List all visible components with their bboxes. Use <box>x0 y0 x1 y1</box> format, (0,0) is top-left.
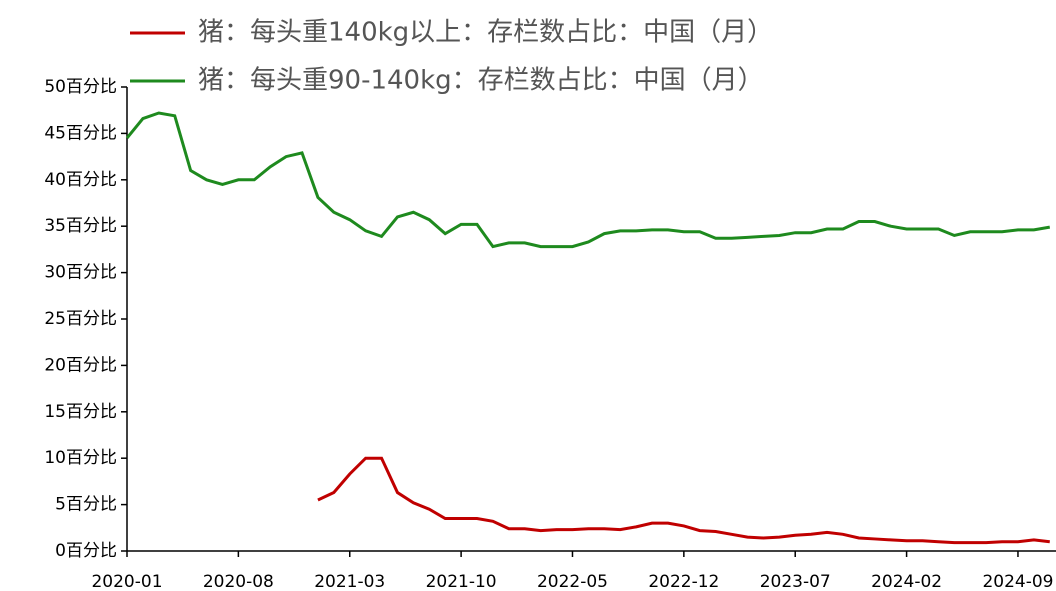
y-tick-label: 15百分比 <box>44 402 117 422</box>
y-tick-label: 0百分比 <box>55 541 117 561</box>
x-tick-label: 2024-09 <box>982 572 1053 591</box>
x-tick-label: 2021-10 <box>426 572 497 591</box>
series-line <box>125 111 1051 249</box>
x-tick-label: 2021-03 <box>314 572 385 591</box>
y-tick-label: 5百分比 <box>55 495 117 515</box>
y-tick-label: 25百分比 <box>44 309 117 329</box>
y-tick-label: 35百分比 <box>44 216 117 236</box>
x-tick-label: 2020-01 <box>91 572 162 591</box>
x-tick-label: 2022-05 <box>537 572 608 591</box>
x-tick-label: 2020-08 <box>203 572 274 591</box>
x-tick-label: 2024-02 <box>871 572 942 591</box>
y-tick-label: 45百分比 <box>44 123 117 143</box>
y-tick-label: 50百分比 <box>44 77 117 97</box>
x-tick-label: 2023-07 <box>760 572 831 591</box>
y-tick-label: 20百分比 <box>44 355 117 375</box>
series-line <box>317 456 1050 545</box>
legend-label: 猪：每头重140kg以上：存栏数占比：中国（月） <box>198 18 773 48</box>
legend-label: 猪：每头重90-140kg：存栏数占比：中国（月） <box>198 66 764 96</box>
y-tick-label: 10百分比 <box>44 448 117 468</box>
y-tick-label: 30百分比 <box>44 263 117 283</box>
x-tick-label: 2022-12 <box>648 572 719 591</box>
y-tick-label: 40百分比 <box>44 170 117 190</box>
